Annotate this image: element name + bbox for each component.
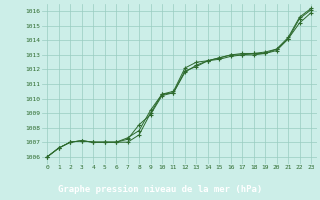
- Text: Graphe pression niveau de la mer (hPa): Graphe pression niveau de la mer (hPa): [58, 185, 262, 194]
